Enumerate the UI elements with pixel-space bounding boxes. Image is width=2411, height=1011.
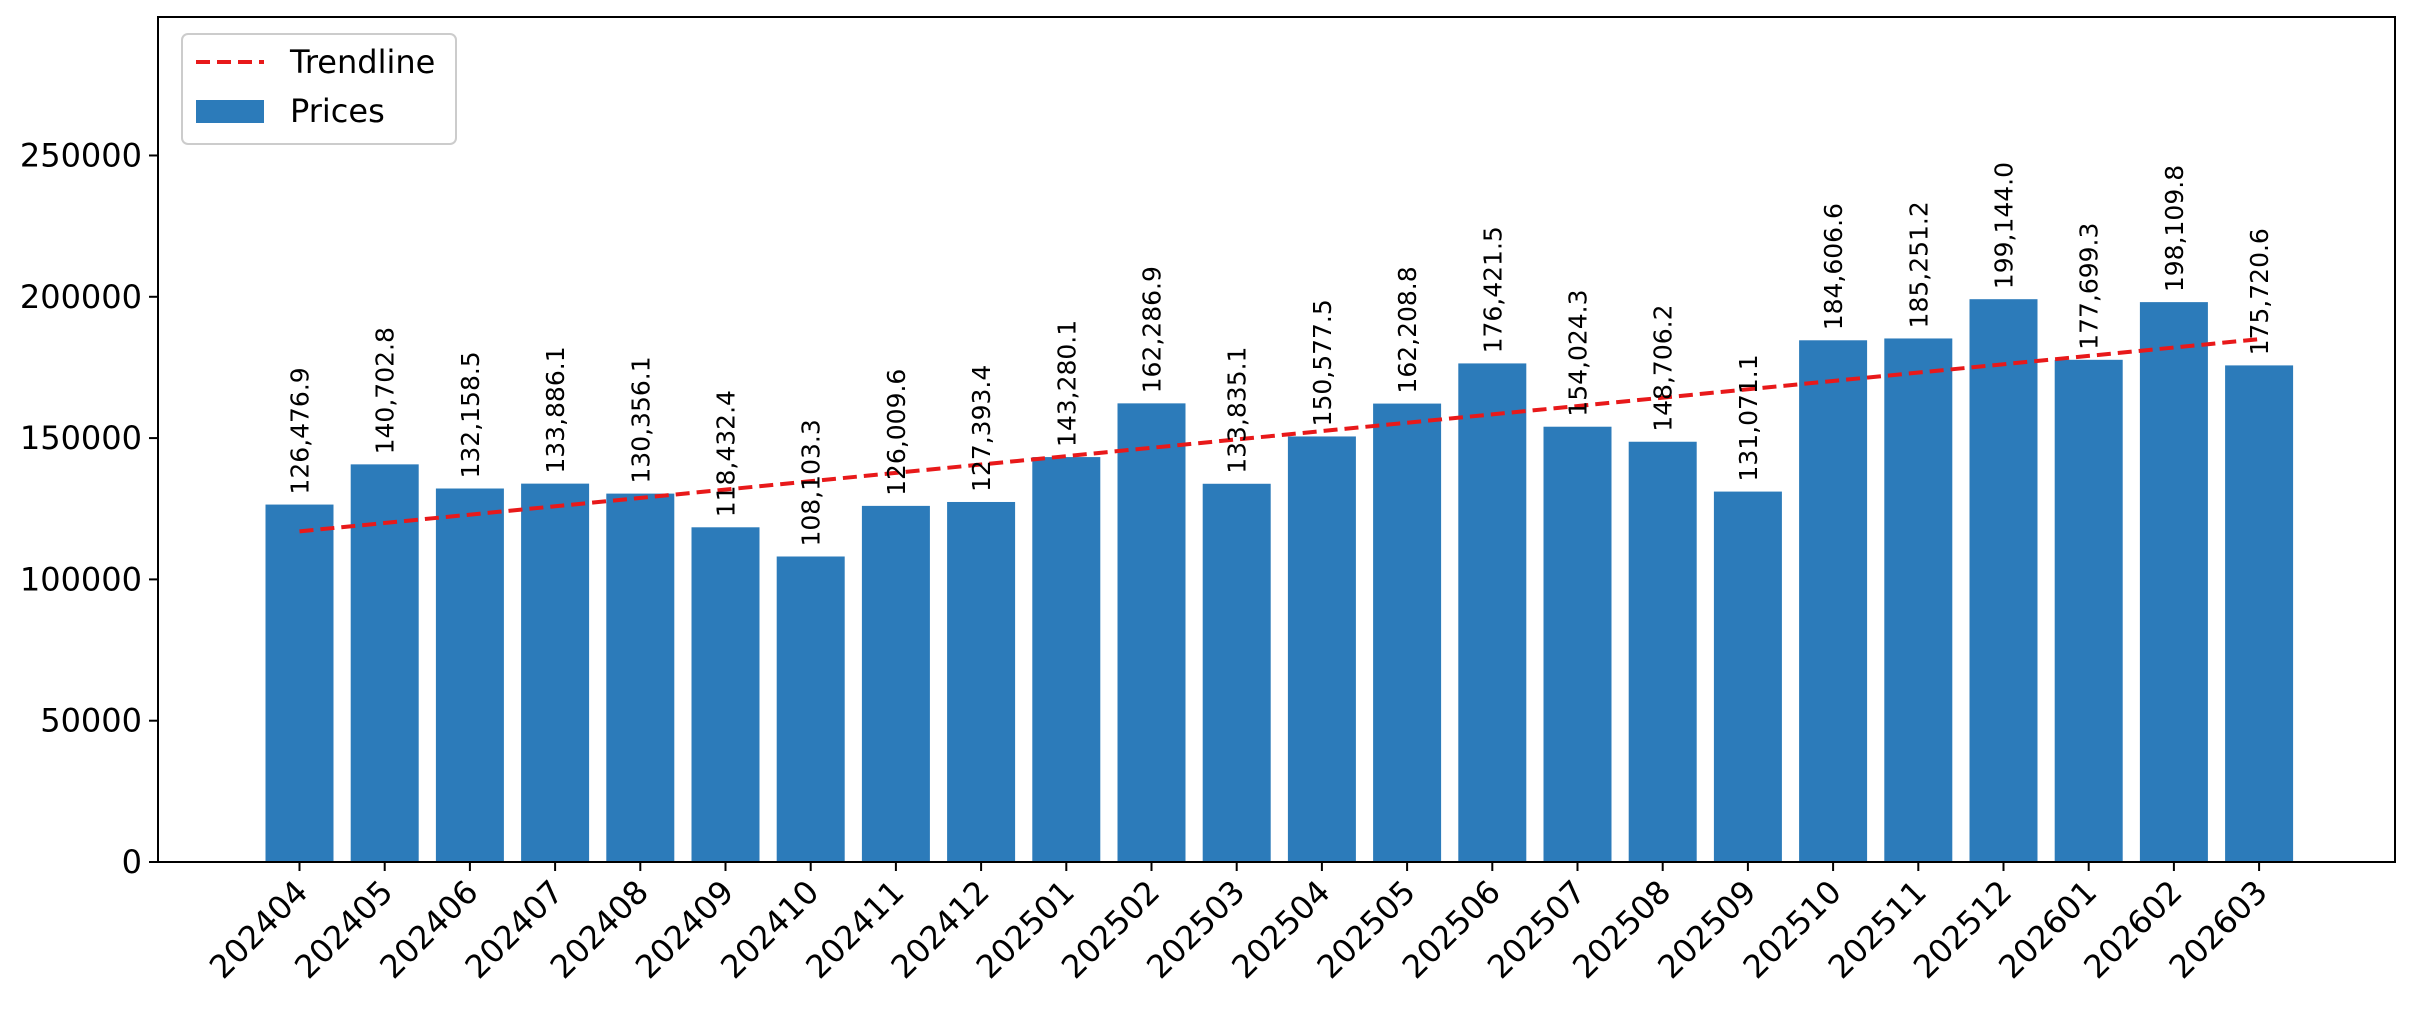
- data-label-202505: 162,208.8: [1393, 266, 1422, 393]
- trendline-group: [299, 337, 2260, 534]
- x-axis: 2024042024052024062024072024082024092024…: [202, 862, 2275, 986]
- legend-prices-swatch: [196, 100, 264, 123]
- legend: Trendline Prices: [181, 33, 457, 145]
- data-label-202408: 130,356.1: [626, 356, 655, 483]
- data-label-202512: 199,144.0: [1990, 162, 2019, 289]
- bar-202410: [776, 556, 845, 862]
- bar-202601: [2054, 359, 2123, 862]
- bar-202603: [2225, 365, 2294, 862]
- bar-202409: [691, 527, 760, 862]
- y-tick-label: 0: [122, 843, 142, 881]
- bar-202504: [1287, 436, 1356, 862]
- data-label-202404: 126,476.9: [286, 367, 315, 494]
- y-tick-label: 50000: [40, 702, 142, 740]
- bar-202511: [1884, 338, 1953, 862]
- bar-202502: [1117, 403, 1186, 862]
- bar-202406: [435, 488, 504, 862]
- bar-202602: [2139, 302, 2208, 862]
- data-label-202502: 162,286.9: [1138, 266, 1167, 393]
- data-label-202503: 133,835.1: [1223, 347, 1252, 474]
- bar-202411: [861, 505, 930, 862]
- data-label-202506: 176,421.5: [1478, 226, 1507, 353]
- data-label-202409: 118,432.4: [712, 390, 741, 517]
- bar-202408: [606, 493, 675, 862]
- y-tick-label: 200000: [20, 278, 142, 316]
- plot-frame: [157, 16, 2396, 863]
- data-label-202602: 198,109.8: [2160, 165, 2189, 292]
- bar-202505: [1373, 403, 1442, 862]
- bar-202501: [1032, 457, 1101, 862]
- bar-202503: [1202, 483, 1271, 862]
- bar-202509: [1713, 491, 1782, 862]
- data-label-202501: 143,280.1: [1052, 320, 1081, 447]
- data-label-202406: 132,158.5: [456, 351, 485, 478]
- bars-group: [265, 299, 2294, 862]
- data-label-202511: 185,251.2: [1904, 201, 1933, 328]
- data-label-202405: 140,702.8: [371, 327, 400, 454]
- bar-202506: [1458, 363, 1527, 862]
- data-label-202507: 154,024.3: [1564, 289, 1593, 416]
- bar-202507: [1543, 426, 1612, 862]
- data-label-202504: 150,577.5: [1308, 299, 1337, 426]
- data-label-202410: 108,103.3: [797, 419, 826, 546]
- y-tick-label: 150000: [20, 419, 142, 457]
- bar-202512: [1969, 299, 2038, 862]
- data-label-202508: 148,706.2: [1649, 305, 1678, 432]
- bar-202510: [1799, 340, 1868, 862]
- data-label-202510: 184,606.6: [1819, 203, 1848, 330]
- data-label-202509: 131,071.1: [1734, 354, 1763, 481]
- data-label-202601: 177,699.3: [2075, 223, 2104, 350]
- y-tick-label: 250000: [20, 136, 142, 174]
- bar-202412: [947, 501, 1016, 862]
- data-label-202407: 133,886.1: [541, 346, 570, 473]
- data-labels-group: 126,476.9 140,702.8 132,158.5 133,886.1 130,…: [286, 162, 2275, 547]
- bar-202407: [521, 483, 590, 862]
- data-label-202412: 127,393.4: [967, 365, 996, 492]
- bar-202404: [265, 504, 334, 862]
- data-label-202411: 126,009.6: [882, 369, 911, 496]
- legend-label-prices: Prices: [290, 92, 385, 130]
- legend-label-trendline: Trendline: [289, 43, 435, 81]
- data-label-202603: 175,720.6: [2245, 228, 2274, 355]
- bar-202405: [350, 464, 419, 862]
- y-tick-label: 100000: [20, 560, 142, 598]
- y-axis: 0 50000 100000 150000 200000 250000: [20, 136, 158, 881]
- bar-202508: [1628, 441, 1697, 862]
- trendline: [299, 337, 2260, 534]
